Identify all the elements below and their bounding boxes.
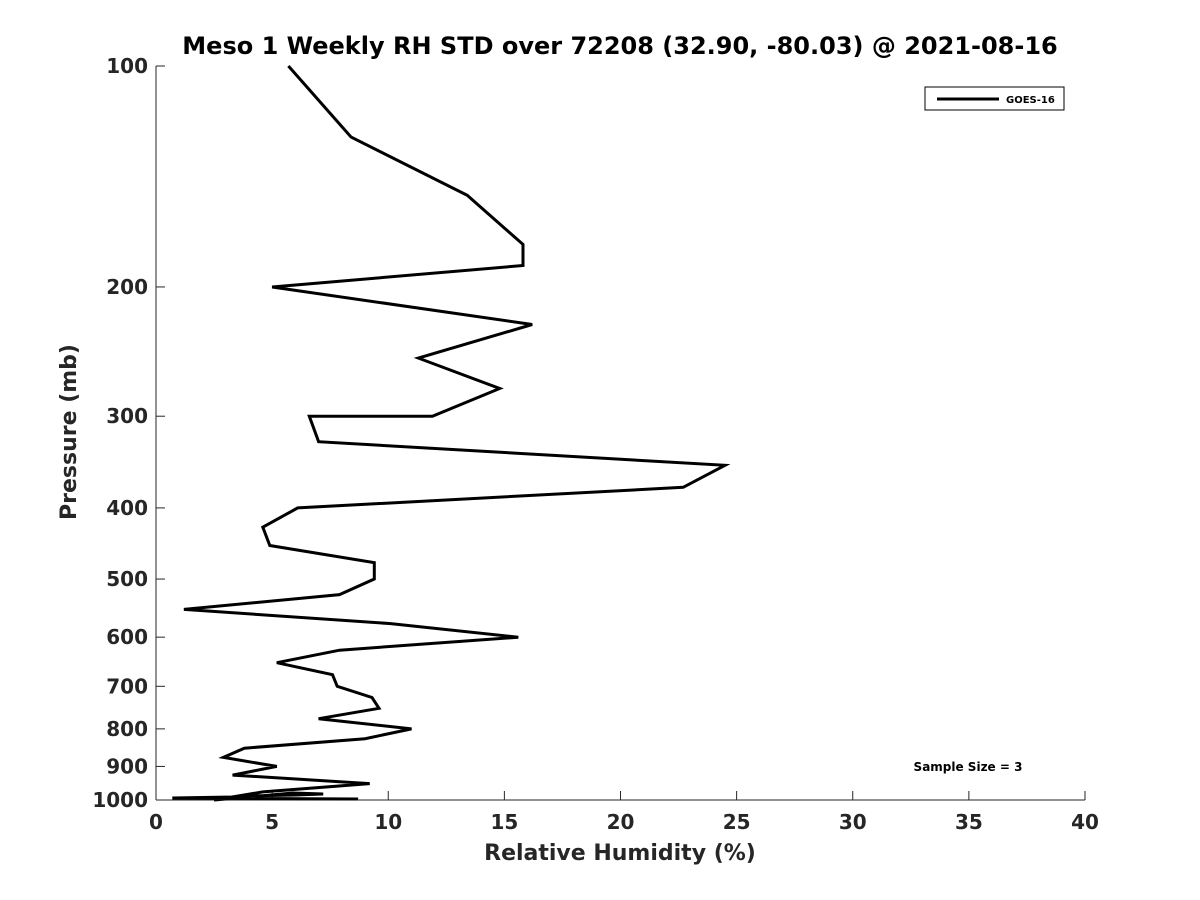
x-tick-label: 40 bbox=[1071, 810, 1099, 834]
legend: GOES-16 bbox=[924, 86, 1065, 111]
x-tick-label: 20 bbox=[607, 810, 635, 834]
legend-label-goes-16: GOES-16 bbox=[1006, 95, 1055, 106]
series-line-goes-16 bbox=[172, 65, 731, 802]
x-tick-label: 30 bbox=[839, 810, 867, 834]
y-tick-label: 600 bbox=[106, 625, 148, 649]
y-tick-label: 500 bbox=[106, 567, 148, 591]
axes bbox=[155, 66, 1085, 801]
x-axis-label: Relative Humidity (%) bbox=[484, 841, 756, 866]
x-tick-label: 25 bbox=[723, 810, 751, 834]
x-tick-label: 15 bbox=[490, 810, 518, 834]
sample-size-annotation: Sample Size = 3 bbox=[914, 760, 1023, 774]
x-ticks: 0 5 10 15 20 25 30 35 40 bbox=[149, 791, 1099, 834]
x-tick-label: 10 bbox=[374, 810, 402, 834]
y-tick-label: 100 bbox=[106, 54, 148, 78]
y-tick-label: 200 bbox=[106, 275, 148, 299]
x-tick-label: 35 bbox=[955, 810, 983, 834]
y-tick-label: 700 bbox=[106, 674, 148, 698]
y-tick-label: 1000 bbox=[92, 788, 148, 812]
chart-title: Meso 1 Weekly RH STD over 72208 (32.90, … bbox=[182, 32, 1057, 60]
y-ticks: 100 200 300 400 500 600 700 800 900 1000 bbox=[92, 54, 165, 812]
y-axis-label: Pressure (mb) bbox=[57, 344, 82, 520]
x-tick-label: 0 bbox=[149, 810, 163, 834]
y-tick-label: 800 bbox=[106, 717, 148, 741]
y-tick-label: 900 bbox=[106, 754, 148, 778]
y-tick-label: 300 bbox=[106, 404, 148, 428]
series-group bbox=[172, 65, 731, 802]
x-tick-label: 5 bbox=[265, 810, 279, 834]
y-tick-label: 400 bbox=[106, 496, 148, 520]
